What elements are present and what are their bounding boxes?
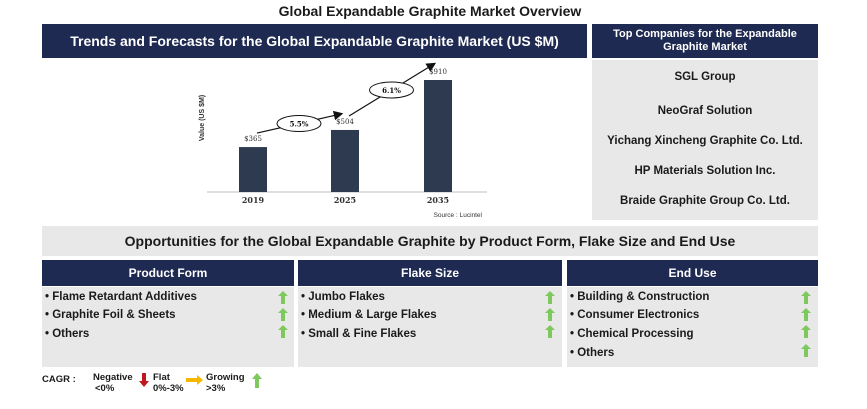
source-note: Source : Lucintel [434,212,483,219]
growing-arrow-icon [801,325,811,338]
x-tick-label: 2035 [427,195,449,205]
y-axis-label: Value (US $M) [199,95,206,141]
end-use-list: • Building & Construction • Consumer Ele… [567,287,818,367]
growing-arrow-icon [801,344,811,357]
cagr-ellipse [276,115,322,133]
companies-header: Top Companies for the Expandable Graphit… [592,24,818,58]
page-title: Global Expandable Graphite Market Overvi… [278,3,582,19]
list-item: • Chemical Processing [570,328,694,340]
opportunities-title: Opportunities for the Global Expandable … [42,226,818,256]
growing-arrow-icon [252,373,262,388]
growing-arrow-icon [278,325,288,338]
company-item: NeoGraf Solution [657,105,753,117]
growing-arrow-icon [278,291,288,304]
list-item: • Flame Retardant Additives [45,291,197,303]
product-form-list: • Flame Retardant Additives • Graphite F… [42,287,294,367]
legend-negative-range: <0% [95,383,115,394]
legend-label: CAGR : [42,374,76,385]
growing-arrow-icon [801,291,811,304]
company-item: HP Materials Solution Inc. [634,165,776,177]
list-item: • Building & Construction [570,291,710,303]
company-item: SGL Group [674,71,736,83]
cagr-annotation: 6.1% [382,86,401,95]
legend-flat: Flat 0%-3% [153,372,184,394]
end-use-header: End Use [567,260,818,286]
market-chart: Value (US $M) $365 2019 $504 2025 $910 2035 5.5… [42,60,587,222]
market-chart-svg: Value (US $M) $365 2019 $504 2025 $910 2035 5.5… [199,62,487,219]
bar [424,80,452,192]
companies-panel: SGL Group NeoGraf Solution Yichang Xinch… [592,60,818,220]
list-item: • Others [570,347,615,359]
product-form-header: Product Form [42,260,294,286]
cagr-ellipse [369,81,414,99]
legend-flat-label: Flat [153,372,170,383]
company-item: Braide Graphite Group Co. Ltd. [620,195,790,207]
legend-growing-range: >3% [206,383,226,394]
x-tick-label: 2025 [334,195,356,205]
list-item: • Graphite Foil & Sheets [45,309,176,321]
growing-arrow-icon [801,308,811,321]
data-label: $504 [336,118,354,126]
list-item: • Small & Fine Flakes [301,328,417,340]
cagr-annotation: 5.5% [290,120,309,129]
growing-arrow-icon [278,308,288,321]
list-item: • Others [45,328,90,340]
list-item: • Medium & Large Flakes [301,309,437,321]
growing-arrow-icon [545,291,555,304]
flake-size-list: • Jumbo Flakes • Medium & Large Flakes •… [298,287,562,367]
legend-negative: Negative <0% [93,372,133,394]
bar [331,129,359,192]
negative-arrow-icon [139,373,149,387]
list-item: • Jumbo Flakes [301,291,385,303]
company-item: Yichang Xincheng Graphite Co. Ltd. [607,135,803,147]
x-tick-label: 2019 [242,195,265,205]
legend-flat-range: 0%-3% [153,383,184,394]
flake-size-header: Flake Size [298,260,562,286]
flat-arrow-icon [186,375,203,385]
legend-negative-label: Negative [93,372,133,383]
data-label: $910 [429,68,447,76]
growing-arrow-icon [545,325,555,338]
list-item: • Consumer Electronics [570,309,700,321]
legend-growing-label: Growing [206,372,245,383]
growing-arrow-icon [545,308,555,321]
bar [239,147,267,192]
data-label: $365 [244,135,262,143]
chart-header: Trends and Forecasts for the Global Expa… [42,24,587,58]
legend-growing: Growing >3% [206,372,245,394]
